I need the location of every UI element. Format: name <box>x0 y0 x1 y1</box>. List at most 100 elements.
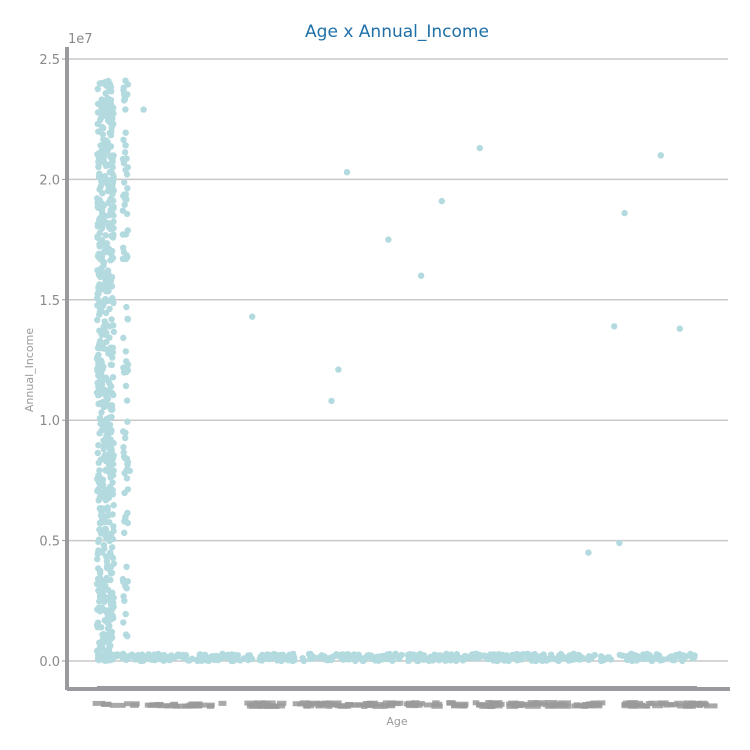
data-point <box>438 197 445 205</box>
data-point <box>119 231 127 238</box>
data-point <box>328 397 335 405</box>
x-tick-label-mark <box>634 702 646 708</box>
data-point <box>120 428 127 435</box>
data-point <box>108 273 116 281</box>
data-point <box>416 653 424 660</box>
data-point <box>120 619 127 626</box>
data-point <box>98 409 105 416</box>
data-point <box>97 343 104 350</box>
data-point <box>122 106 129 113</box>
data-point <box>224 651 232 658</box>
y-tick-label: 1.5 <box>39 294 60 309</box>
data-point <box>366 653 373 660</box>
data-point <box>95 152 102 160</box>
data-point <box>104 625 112 632</box>
x-tick-label-mark <box>628 703 639 709</box>
data-point <box>273 656 281 663</box>
data-point <box>124 316 132 323</box>
data-point <box>652 655 659 662</box>
data-point <box>122 142 129 149</box>
x-tick-label-mark <box>667 702 674 708</box>
data-point <box>231 651 238 659</box>
data-point <box>93 389 101 396</box>
data-point <box>668 653 675 660</box>
data-point <box>443 655 450 662</box>
data-point <box>120 444 127 451</box>
x-tick-label-mark <box>187 703 202 709</box>
data-point <box>122 348 129 355</box>
x-tick-label-mark <box>431 703 443 709</box>
data-point <box>308 654 316 662</box>
y-tick-label: 1.0 <box>39 414 60 429</box>
data-point <box>343 169 351 176</box>
data-point <box>106 607 113 614</box>
data-point <box>122 656 130 663</box>
data-point <box>106 86 113 94</box>
data-point <box>124 460 131 467</box>
x-tick-label-mark <box>130 702 139 708</box>
x-tick-label-mark <box>596 700 606 706</box>
y-tick-label: 2.0 <box>39 173 60 188</box>
data-point <box>110 328 118 336</box>
data-point <box>102 525 110 533</box>
data-point <box>124 633 131 640</box>
data-point <box>290 654 298 661</box>
data-point <box>102 402 110 409</box>
x-tick-label-mark <box>170 701 178 707</box>
data-point <box>99 589 107 596</box>
data-point <box>107 601 115 608</box>
data-point <box>107 152 115 159</box>
data-point <box>123 303 130 311</box>
data-point <box>124 185 131 192</box>
data-point <box>356 655 364 662</box>
data-point <box>120 244 127 251</box>
data-point <box>99 257 106 265</box>
data-point <box>106 380 113 387</box>
x-tick-label-mark <box>292 701 300 707</box>
data-point <box>104 613 112 620</box>
x-tick-label-mark <box>411 700 420 706</box>
data-point <box>95 250 103 257</box>
x-tick-label-mark <box>677 703 684 709</box>
x-tick-label-mark <box>306 700 320 706</box>
data-point <box>691 652 698 659</box>
data-point <box>100 418 107 425</box>
data-point <box>95 472 102 479</box>
data-point <box>93 621 101 629</box>
data-point <box>122 583 129 590</box>
data-point <box>124 227 131 234</box>
data-point <box>101 598 108 605</box>
x-tick-label-mark <box>347 702 363 708</box>
data-point <box>107 211 114 218</box>
data-point <box>299 655 306 662</box>
data-point <box>109 354 116 361</box>
data-point <box>106 305 113 313</box>
data-point <box>163 653 170 661</box>
y-axis-label: Annual_Income <box>23 328 36 412</box>
data-point <box>97 489 104 497</box>
data-point <box>93 580 101 588</box>
data-point <box>106 421 114 428</box>
data-point <box>110 594 117 601</box>
data-point <box>100 124 107 132</box>
data-point <box>109 467 116 475</box>
data-point <box>124 164 131 171</box>
data-point <box>589 653 596 660</box>
data-point <box>203 657 211 664</box>
data-point <box>109 535 117 543</box>
data-point <box>124 361 132 368</box>
data-point <box>180 654 188 662</box>
data-point <box>110 173 117 180</box>
data-point <box>417 272 425 279</box>
x-tick-label-mark <box>387 700 404 706</box>
data-point <box>465 654 473 661</box>
data-point <box>106 451 114 458</box>
x-tick-label-mark <box>645 701 654 707</box>
x-tick-label-mark <box>423 702 436 708</box>
x-tick-label-mark <box>164 703 177 709</box>
data-point <box>122 77 129 84</box>
data-point <box>110 203 117 210</box>
data-point <box>101 106 109 113</box>
data-point <box>96 526 103 533</box>
data-point <box>119 207 127 214</box>
